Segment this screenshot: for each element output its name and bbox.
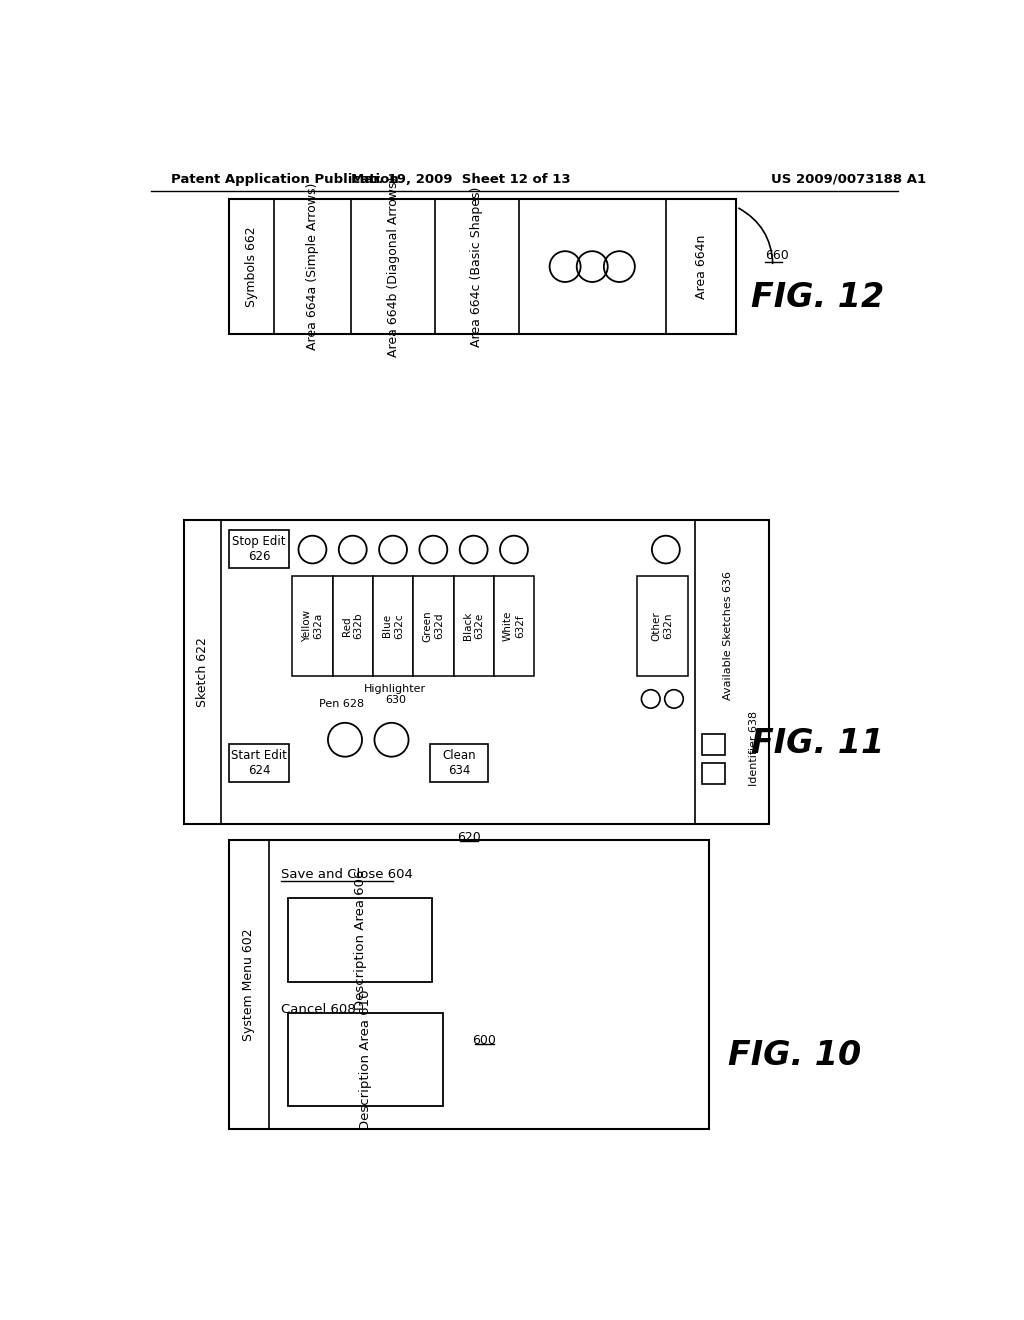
Bar (183, 520, 769, 825)
Text: FIG. 11: FIG. 11 (752, 727, 885, 760)
Text: Stop Edit
626: Stop Edit 626 (232, 535, 286, 562)
Text: 620: 620 (457, 832, 481, 843)
Bar (228, 743, 289, 781)
Text: Area 664c (Basic Shapes): Area 664c (Basic Shapes) (470, 186, 483, 347)
Bar (637, 576, 687, 676)
Text: Identifier 638: Identifier 638 (750, 711, 759, 785)
Bar (289, 1014, 443, 1106)
Text: Description Area 606: Description Area 606 (353, 870, 367, 1010)
Text: Green
632d: Green 632d (423, 610, 444, 642)
Bar (701, 763, 725, 784)
Text: Red
632b: Red 632b (342, 612, 364, 639)
Text: Area 664b (Diagonal Arrows): Area 664b (Diagonal Arrows) (386, 177, 399, 356)
Text: System Menu 602: System Menu 602 (243, 928, 255, 1040)
Text: Patent Application Publication: Patent Application Publication (171, 173, 398, 186)
Bar (333, 576, 373, 676)
Bar (228, 529, 289, 568)
Text: Blue
632c: Blue 632c (382, 612, 403, 639)
Text: Save and Close 604: Save and Close 604 (281, 869, 413, 880)
Text: FIG. 12: FIG. 12 (752, 281, 885, 314)
Text: Available Sketches 636: Available Sketches 636 (723, 572, 733, 701)
Bar (289, 898, 432, 982)
Text: White
632f: White 632f (503, 611, 524, 642)
Text: Highlighter
630: Highlighter 630 (365, 684, 426, 705)
Bar (414, 576, 454, 676)
Bar (430, 743, 488, 781)
Text: Other
632n: Other 632n (651, 611, 673, 640)
Text: Area 664a (Simple Arrows): Area 664a (Simple Arrows) (306, 183, 318, 350)
Text: 660: 660 (765, 249, 788, 263)
Text: Clean
634: Clean 634 (442, 748, 476, 777)
Bar (701, 734, 725, 755)
Bar (454, 576, 494, 676)
Bar (292, 576, 333, 676)
Text: Start Edit
624: Start Edit 624 (231, 748, 287, 777)
Text: Cancel 608: Cancel 608 (281, 1003, 355, 1016)
Text: FIG. 10: FIG. 10 (728, 1039, 861, 1072)
Text: Yellow
632a: Yellow 632a (302, 610, 324, 642)
Bar (228, 199, 736, 334)
Bar (373, 576, 414, 676)
Text: Symbols 662: Symbols 662 (245, 226, 258, 306)
Text: 600: 600 (472, 1034, 497, 1047)
Text: Description Area 610: Description Area 610 (359, 989, 373, 1130)
Text: US 2009/0073188 A1: US 2009/0073188 A1 (771, 173, 927, 186)
Bar (494, 576, 535, 676)
Text: Area 664n: Area 664n (694, 235, 708, 298)
Text: Pen 628: Pen 628 (318, 700, 364, 709)
Text: Black
632e: Black 632e (463, 611, 484, 640)
Text: Sketch 622: Sketch 622 (196, 638, 209, 708)
Bar (228, 840, 710, 1129)
Text: Mar. 19, 2009  Sheet 12 of 13: Mar. 19, 2009 Sheet 12 of 13 (351, 173, 571, 186)
